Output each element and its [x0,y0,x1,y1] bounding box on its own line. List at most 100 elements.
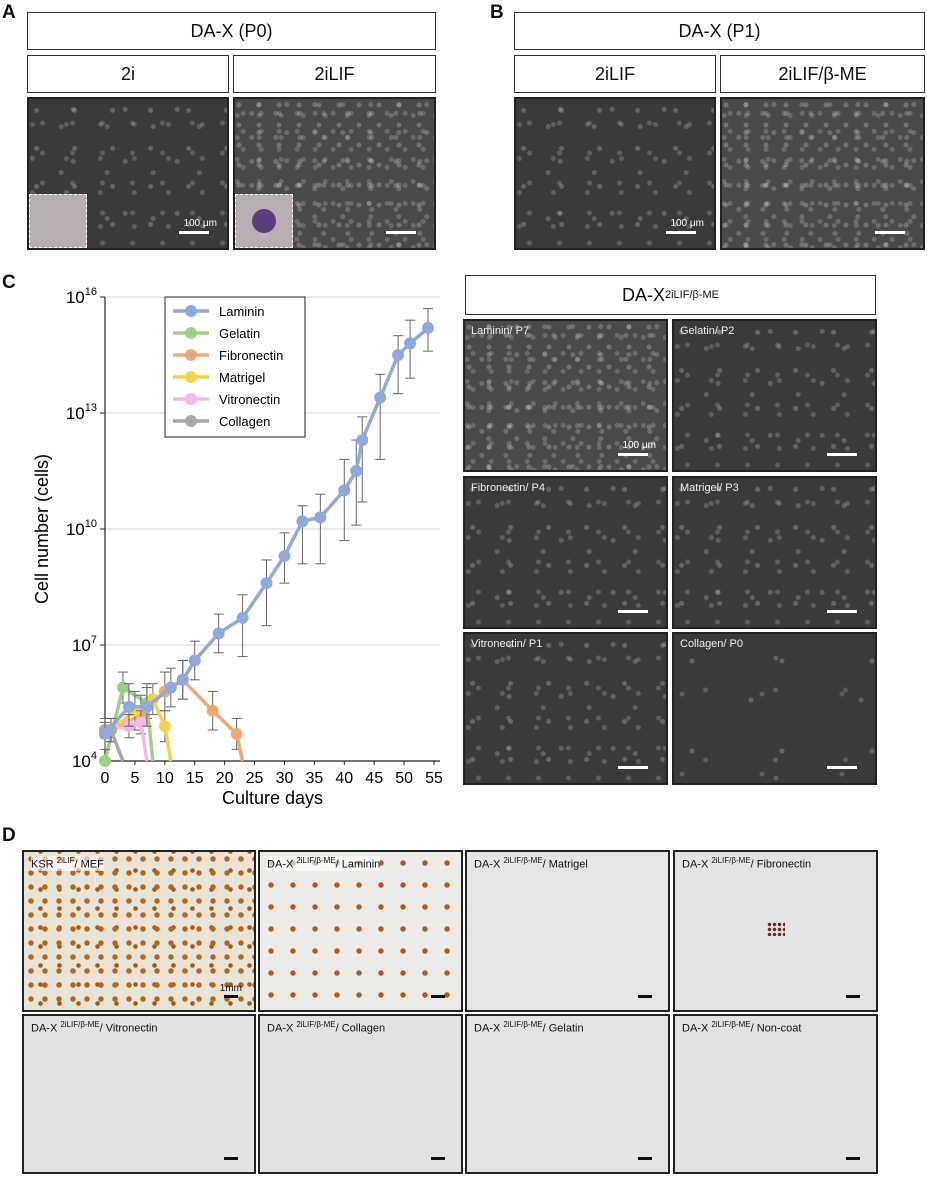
scale-bar [224,1157,238,1160]
x-tick-label: 40 [335,770,353,787]
panel-letter-a: A [2,2,16,23]
y-tick-exponent: 16 [85,286,97,298]
micrograph-label: Collagen/ P0 [680,638,743,650]
dish-label-sup: 2iLIF/β-ME [296,856,336,865]
y-tick-label: 107 [72,634,97,655]
legend-marker-fibronectin [185,349,197,361]
legend-label-gelatin: Gelatin [219,326,260,341]
x-tick-label: 20 [216,770,234,787]
scale-bar [666,231,696,234]
scale-bar [386,231,416,234]
data-point-laminin [350,465,363,477]
dish-vitronectin: DA-X 2iLIF/β-ME/ Vitronectin [22,1014,256,1174]
dish-label: DA-X 2iLIF/β-ME/ Collagen [267,1020,385,1035]
micrograph-b-2ilif-bme [720,97,925,250]
scale-bar [618,766,648,769]
data-point-fibronectin [206,704,219,717]
scale-bar [827,766,857,769]
staining-inset [29,194,87,248]
x-tick-label: 15 [186,770,204,787]
data-point-laminin [314,511,327,524]
dish-label-sup: 2iLIF/β-ME [503,856,543,865]
panel-b-condition-2: 2iLIF/β-ME [720,55,925,93]
dish-label-sup: 2iLIF/β-ME [296,1020,336,1029]
dish-label-post: / Matrigel [542,858,588,871]
dish-label-post: / Collagen [335,1022,386,1035]
x-axis-label: Culture days [222,788,323,808]
x-tick-label: 0 [101,770,110,787]
dish-label: DA-X 2iLIF/β-ME/ Fibronectin [682,856,811,871]
data-point-laminin [188,654,201,667]
x-tick-label: 30 [276,770,294,787]
x-tick-label: 55 [425,770,443,787]
panel-a-header: DA-X (P0) [27,12,436,50]
dish-label-pre: DA-X [474,858,504,871]
y-tick-exponent: 7 [91,634,97,646]
dish-label-post: / Laminin [335,858,381,871]
y-tick-label: 104 [72,750,97,771]
y-tick-label: 1010 [66,518,97,539]
micrograph-c-laminin: Laminin/ P7 100 μm [463,319,668,472]
dish-label-sup: 2iLIF/β-ME [711,856,751,865]
data-point-gelatin [99,755,111,767]
dish-label: DA-X 2iLIF/β-ME/ Non-coat [682,1020,801,1035]
panel-b-condition-1: 2iLIF [514,55,716,93]
micrograph-label: Vitronectin/ P1 [471,638,543,650]
legend-label-collagen: Collagen [219,414,270,429]
data-point-matrigel [158,720,171,733]
dish-collagen: DA-X 2iLIF/β-ME/ Collagen [258,1014,463,1174]
dish-label-pre: KSR [31,858,57,871]
dish-ksr-mef: KSR 2iLIF/ MEF 1mm [22,850,256,1012]
staining-inset [235,194,293,248]
dish-label-post: / Fibronectin [750,858,812,871]
legend-marker-collagen [185,415,197,427]
dish-fibronectin: DA-X 2iLIF/β-ME/ Fibronectin [673,850,878,1012]
data-point-laminin [392,349,405,361]
micrograph-c-matrigel: Matrigel/ P3 [672,476,877,629]
legend-marker-matrigel [185,371,197,383]
data-point-laminin [164,681,177,694]
data-point-laminin [236,611,249,624]
micrograph-c-fibronectin: Fibronectin/ P4 [463,476,668,629]
dish-label-pre: DA-X [682,858,712,871]
micrograph-label: Fibronectin/ P4 [471,482,545,494]
dish-label-post: / Vitronectin [99,1022,158,1035]
panel-letter-b: B [490,2,504,23]
data-point-laminin [338,484,351,497]
dish-label-pre: DA-X [267,858,297,871]
dish-label-pre: DA-X [267,1022,297,1035]
panel-a-condition-1: 2i [27,55,229,93]
x-tick-label: 25 [246,770,264,787]
scale-bar [431,995,445,998]
data-point-laminin [422,321,435,334]
dish-matrigel: DA-X 2iLIF/β-ME/ Matrigel [465,850,670,1012]
scale-bar [638,995,652,998]
dish-label-sup: 2iLIF/β-ME [503,1020,543,1029]
legend-box [164,296,306,438]
legend-marker-gelatin [185,327,197,339]
x-tick-label: 5 [130,770,139,787]
series-line-vitronectin [104,720,149,762]
panel-letter-c: C [2,272,16,293]
scale-bar-label: 100 μm [183,218,217,229]
dish-gelatin: DA-X 2iLIF/β-ME/ Gelatin [465,1014,670,1174]
y-tick-exponent: 13 [85,402,97,414]
scale-bar [224,995,238,998]
scale-bar [179,231,209,234]
dish-label-post: / Gelatin [542,1022,584,1035]
micrograph-label: Matrigel/ P3 [680,482,739,494]
dish-label-pre: DA-X [31,1022,61,1035]
data-point-laminin [212,627,225,640]
scale-bar-label: 1mm [219,983,242,994]
scale-bar-label: 100 μm [622,440,656,451]
y-tick-label: 1016 [66,286,97,307]
data-point-laminin [404,337,417,350]
data-point-gelatin [116,681,129,694]
micrograph-b-2ilif: 100 μm [514,97,716,250]
dish-label: DA-X 2iLIF/β-ME/ Gelatin [474,1020,584,1035]
panel-c-micro-header: DA-X 2iLIF/β-ME [465,275,876,315]
legend-label-laminin: Laminin [219,304,265,319]
dish-label-sup: 2iLIF [56,856,75,865]
dish-label: DA-X 2iLIF/β-ME/ Vitronectin [31,1020,158,1035]
legend-marker-vitronectin [185,393,197,405]
